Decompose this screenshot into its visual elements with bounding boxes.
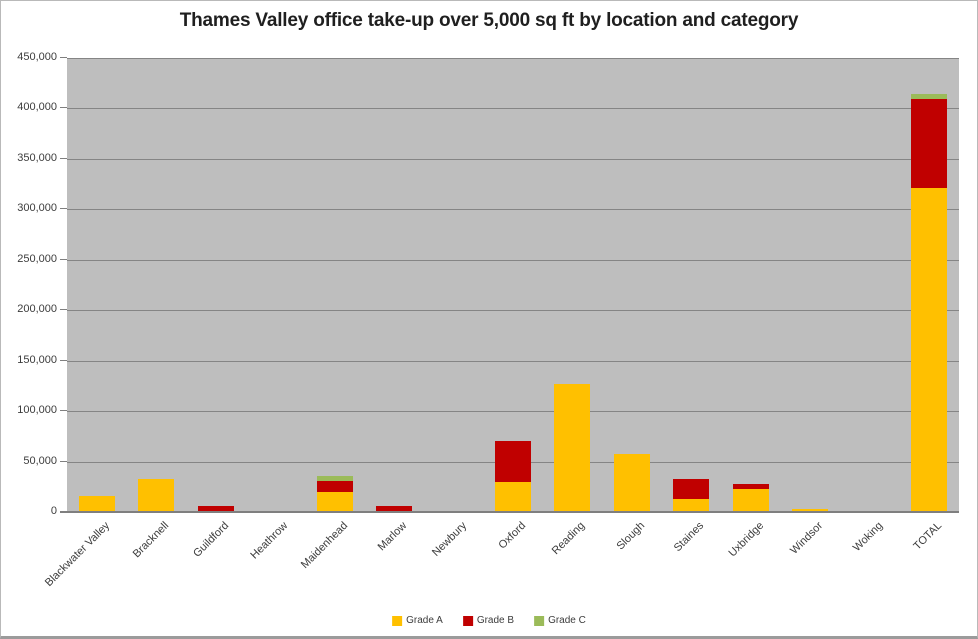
bar-uxbridge-grade-a [732, 489, 769, 512]
y-axis-label-50000: 50,000 [23, 454, 57, 467]
gridline-150000 [67, 360, 959, 362]
x-axis-label-bracknell: Bracknell [130, 519, 172, 561]
legend-swatch-icon [534, 615, 545, 626]
bar-total-grade-c [911, 94, 948, 100]
bar-staines-grade-b [673, 479, 710, 500]
y-axis-tick [60, 460, 67, 462]
gridline-450000 [67, 58, 959, 59]
plot-area [67, 58, 959, 512]
legend-item-grade-b: Grade B [462, 615, 515, 626]
gridline-400000 [67, 108, 959, 110]
y-axis-tick [60, 359, 67, 361]
bar-oxford-grade-b [495, 441, 531, 482]
y-axis-tick [60, 157, 67, 159]
bar-marlow-grade-b [376, 506, 413, 512]
gridline-300000 [67, 209, 959, 211]
x-axis-label-blackwater-valley: Blackwater Valley [42, 519, 112, 590]
y-axis-label-100000: 100,000 [17, 404, 57, 417]
bar-maidenhead-grade-a [316, 491, 353, 512]
legend-label: Grade A [406, 615, 443, 626]
bar-bracknell-grade-a [138, 478, 175, 512]
y-axis-tick [60, 208, 67, 210]
y-axis-tick [60, 258, 67, 260]
y-axis-label-450000: 450,000 [17, 51, 57, 63]
y-axis-label-200000: 200,000 [17, 303, 57, 316]
legend-item-grade-a: Grade A [392, 615, 443, 626]
bar-reading-grade-a [554, 383, 591, 512]
legend-swatch-icon [462, 615, 473, 626]
legend-label: Grade B [476, 615, 515, 626]
y-axis-tick [60, 107, 67, 109]
gridline-100000 [67, 411, 959, 413]
x-axis-label-total: TOTAL [911, 519, 945, 553]
bar-maidenhead-grade-c [316, 475, 353, 481]
x-axis-line [60, 511, 959, 513]
y-axis-label-150000: 150,000 [17, 353, 57, 366]
y-axis-label-300000: 300,000 [17, 202, 57, 215]
bar-total-grade-a [911, 187, 948, 512]
y-axis-label-250000: 250,000 [17, 252, 57, 265]
x-axis-label-oxford: Oxford [496, 519, 529, 552]
legend-label: Grade C [548, 615, 586, 626]
bar-uxbridge-grade-b [732, 483, 769, 490]
bar-oxford-grade-a [495, 481, 531, 512]
legend-item-grade-c: Grade C [534, 615, 586, 626]
gridline-350000 [67, 158, 959, 160]
bar-guildford-grade-b [197, 506, 234, 512]
chart-title: Thames Valley office take-up over 5,000 … [179, 10, 799, 31]
y-axis-tick [60, 410, 67, 412]
x-axis-label-staines: Staines [672, 519, 707, 555]
bar-slough-grade-a [613, 453, 650, 512]
y-axis-tick [60, 57, 67, 58]
bar-windsor-grade-a [792, 509, 829, 512]
y-axis-label-400000: 400,000 [17, 101, 57, 114]
x-axis-label-heathrow: Heathrow [248, 519, 291, 562]
gridline-200000 [67, 310, 959, 312]
bar-blackwater-valley-grade-a [78, 495, 115, 512]
bar-maidenhead-grade-b [316, 480, 353, 492]
y-axis-label-350000: 350,000 [17, 151, 57, 164]
bar-staines-grade-a [673, 499, 710, 512]
gridline-250000 [67, 259, 959, 261]
bar-total-grade-b [911, 99, 948, 188]
y-axis-tick [60, 309, 67, 311]
legend-swatch-icon [392, 615, 403, 626]
x-axis-label-marlow: Marlow [375, 519, 410, 554]
y-axis-label-0: 0 [50, 505, 57, 517]
x-axis-label-windsor: Windsor [788, 519, 826, 557]
legend: Grade A Grade B Grade C [392, 615, 586, 626]
